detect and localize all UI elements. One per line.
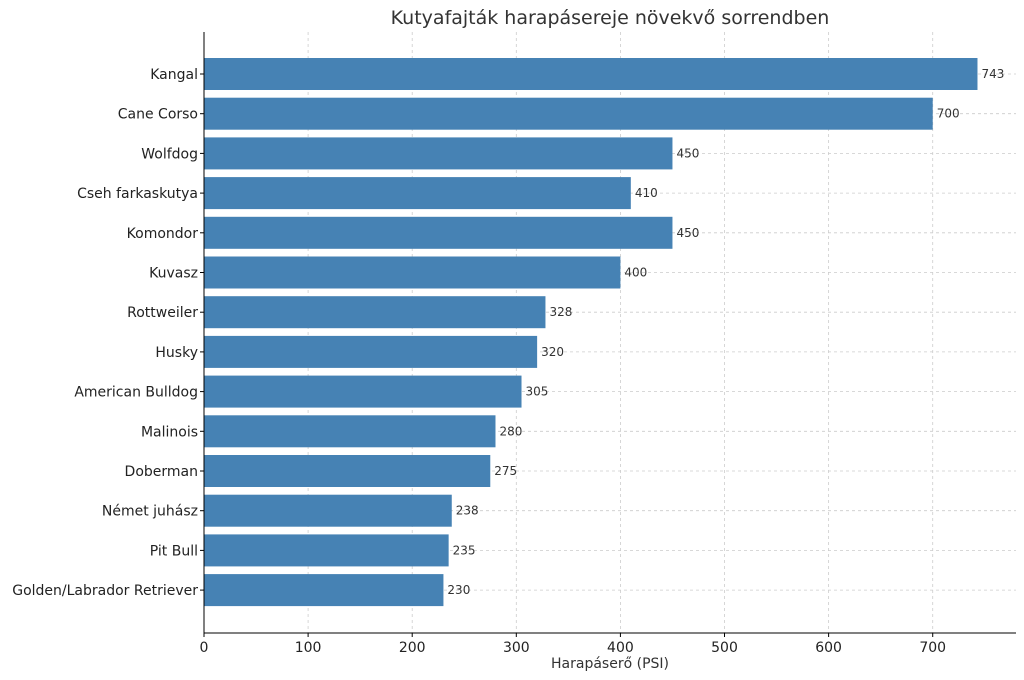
x-tick-label: 300: [503, 640, 530, 656]
category-label: Pit Bull: [150, 543, 198, 559]
category-label: Rottweiler: [127, 305, 198, 321]
bar: [204, 137, 673, 170]
category-label: Husky: [155, 345, 198, 361]
x-tick-label: 600: [815, 640, 842, 656]
chart-title: Kutyafajták harapásereje növekvő sorrend…: [391, 7, 830, 29]
category-label: Komondor: [127, 226, 199, 242]
bar: [204, 177, 631, 210]
value-label: 328: [549, 305, 572, 319]
value-label: 400: [624, 266, 647, 280]
value-label: 235: [453, 543, 476, 557]
x-tick-label: 700: [919, 640, 946, 656]
category-label: Cane Corso: [118, 107, 198, 123]
bar: [204, 574, 444, 607]
x-tick-label: 0: [200, 640, 209, 656]
category-label: Cseh farkaskutya: [77, 186, 198, 202]
bar: [204, 375, 522, 408]
bar: [204, 216, 673, 249]
value-label: 410: [635, 186, 658, 200]
category-label: Doberman: [125, 464, 198, 480]
bar-layer: 743 700 450 410 450 400 328 320 305 280 275 238 235 2…: [204, 58, 1004, 607]
x-tick-label: 100: [295, 640, 322, 656]
value-label: 743: [981, 67, 1004, 81]
value-label: 275: [494, 464, 517, 478]
category-label: Kangal: [150, 67, 198, 83]
axis-layer: Kangal Cane Corso Wolfdog Cseh farkaskutya K…: [12, 32, 1016, 656]
category-label: Malinois: [141, 424, 198, 440]
value-label: 280: [499, 424, 522, 438]
bar: [204, 256, 621, 289]
bar: [204, 335, 538, 368]
value-label: 320: [541, 345, 564, 359]
category-label: Német juhász: [102, 504, 198, 520]
value-label: 700: [937, 107, 960, 121]
bar: [204, 58, 978, 90]
bar: [204, 534, 449, 567]
category-label: Golden/Labrador Retriever: [12, 583, 198, 599]
bar: [204, 296, 546, 329]
value-label: 238: [456, 504, 479, 518]
bar: [204, 415, 496, 448]
bar: [204, 455, 491, 487]
x-tick-label: 400: [607, 640, 634, 656]
value-label: 450: [676, 146, 699, 160]
x-tick-label: 500: [711, 640, 738, 656]
bar: [204, 494, 452, 527]
value-label: 230: [447, 583, 470, 597]
category-label: Kuvasz: [149, 266, 198, 282]
value-label: 305: [526, 385, 549, 399]
category-label: Wolfdog: [141, 146, 198, 162]
x-axis-title: Harapáserő (PSI): [551, 656, 669, 672]
grid-layer: [203, 32, 1016, 633]
value-label: 450: [676, 226, 699, 240]
bar: [204, 97, 933, 130]
x-tick-label: 200: [399, 640, 426, 656]
category-label: American Bulldog: [74, 385, 198, 401]
